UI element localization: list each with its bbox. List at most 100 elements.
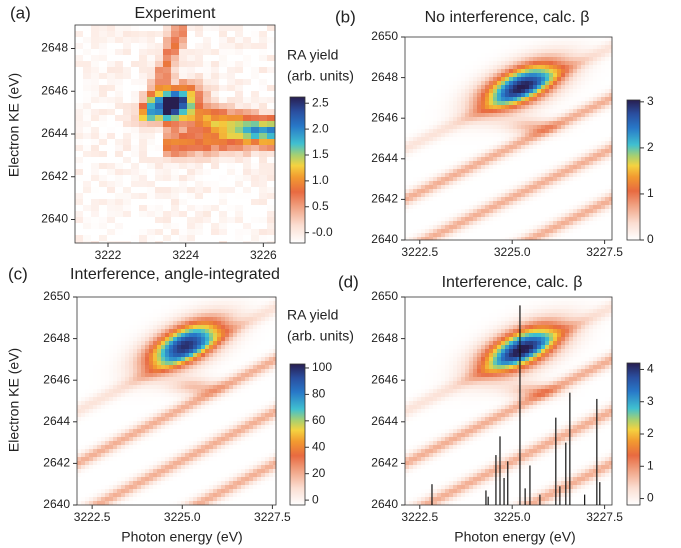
heatmap-cell xyxy=(529,181,534,186)
heatmap-cell xyxy=(541,201,546,206)
heatmap-cell xyxy=(155,37,164,44)
heatmap-cell xyxy=(181,357,186,362)
heatmap-cell xyxy=(565,189,570,194)
heatmap-cell xyxy=(481,125,486,130)
heatmap-cell xyxy=(481,93,486,98)
heatmap-cell xyxy=(221,365,226,370)
heatmap-cell xyxy=(165,345,170,350)
heatmap-cell xyxy=(139,151,148,158)
heatmap-cell xyxy=(265,369,270,374)
heatmap-cell xyxy=(145,309,150,314)
heatmap-cell xyxy=(177,389,182,394)
heatmap-cell xyxy=(413,129,418,134)
heatmap-cell xyxy=(565,113,570,118)
heatmap-cell xyxy=(81,301,86,306)
heatmap-cell xyxy=(85,393,90,398)
heatmap-cell xyxy=(553,137,558,142)
heatmap-cell xyxy=(429,73,434,78)
heatmap-cell xyxy=(189,385,194,390)
heatmap-cell xyxy=(561,169,566,174)
heatmap-cell xyxy=(577,177,582,182)
heatmap-cell xyxy=(97,341,102,346)
heatmap-cell xyxy=(549,209,554,214)
heatmap-cell xyxy=(187,193,196,200)
heatmap-cell xyxy=(113,393,118,398)
heatmap-cell xyxy=(473,53,478,58)
heatmap-cell xyxy=(593,145,598,150)
heatmap-cell xyxy=(473,213,478,218)
heatmap-cell xyxy=(185,313,190,318)
heatmap-cell xyxy=(219,25,228,32)
heatmap-cell xyxy=(129,365,134,370)
heatmap-cell xyxy=(213,321,218,326)
heatmap-cell xyxy=(425,41,430,46)
heatmap-cell xyxy=(117,401,122,406)
heatmap-cell xyxy=(235,241,244,244)
heatmap-cell xyxy=(179,193,188,200)
heatmap-cell xyxy=(517,205,522,210)
heatmap-cell xyxy=(265,353,270,358)
heatmap-cell xyxy=(115,139,124,146)
heatmap-cell xyxy=(113,377,118,382)
heatmap-cell xyxy=(577,85,582,90)
heatmap-cell xyxy=(169,325,174,330)
heatmap-cell xyxy=(581,197,586,202)
heatmap-cell xyxy=(593,141,598,146)
heatmap-cell xyxy=(589,145,594,150)
heatmap-cell xyxy=(157,381,162,386)
heatmap-cell xyxy=(469,177,474,182)
heatmap-cell xyxy=(453,45,458,50)
heatmap-cell xyxy=(529,209,534,214)
heatmap-cell xyxy=(251,55,260,62)
heatmap-cell xyxy=(257,313,262,318)
heatmap-cell xyxy=(137,325,142,330)
heatmap-cell xyxy=(477,169,482,174)
heatmap-cell xyxy=(561,173,566,178)
heatmap-cell xyxy=(179,151,188,158)
heatmap-cell xyxy=(163,121,172,128)
heatmap-cell xyxy=(227,133,236,140)
heatmap-cell xyxy=(265,361,270,366)
heatmap-cell xyxy=(107,91,116,98)
heatmap-cell xyxy=(429,101,434,106)
heatmap-cell xyxy=(537,165,542,170)
heatmap-cell xyxy=(461,205,466,210)
heatmap-cell xyxy=(405,81,410,86)
heatmap-cell xyxy=(565,209,570,214)
heatmap-cell xyxy=(521,205,526,210)
heatmap-cell xyxy=(405,201,410,206)
heatmap-cell xyxy=(525,125,530,130)
heatmap-cell xyxy=(201,373,206,378)
heatmap-cell xyxy=(83,79,92,86)
heatmap-cell xyxy=(235,133,244,140)
heatmap-cell xyxy=(609,93,613,98)
heatmap-cell xyxy=(133,345,138,350)
heatmap-cell xyxy=(557,69,562,74)
heatmap-cell xyxy=(609,37,613,42)
heatmap-cell xyxy=(565,225,570,230)
heatmap-cell xyxy=(605,217,610,222)
heatmap-cell xyxy=(453,109,458,114)
heatmap-cell xyxy=(465,101,470,106)
heatmap-cell xyxy=(115,67,124,74)
heatmap-cell xyxy=(585,133,590,138)
heatmap-cell xyxy=(477,81,482,86)
heatmap-cell xyxy=(453,185,458,190)
heatmap-cell xyxy=(437,177,442,182)
heatmap-cell xyxy=(185,345,190,350)
heatmap-cell xyxy=(577,101,582,106)
heatmap-cell xyxy=(565,169,570,174)
heatmap-cell xyxy=(505,61,510,66)
heatmap-cell xyxy=(549,189,554,194)
heatmap-cell xyxy=(89,341,94,346)
heatmap-cell xyxy=(97,317,102,322)
heatmap-cell xyxy=(145,381,150,386)
heatmap-cell xyxy=(129,345,134,350)
heatmap-cell xyxy=(179,199,188,206)
heatmap-cell xyxy=(185,325,190,330)
heatmap-cell xyxy=(405,205,410,210)
heatmap-cell xyxy=(441,53,446,58)
heatmap-cell xyxy=(99,49,108,56)
heatmap-cell xyxy=(569,205,574,210)
heatmap-cell xyxy=(501,153,506,158)
